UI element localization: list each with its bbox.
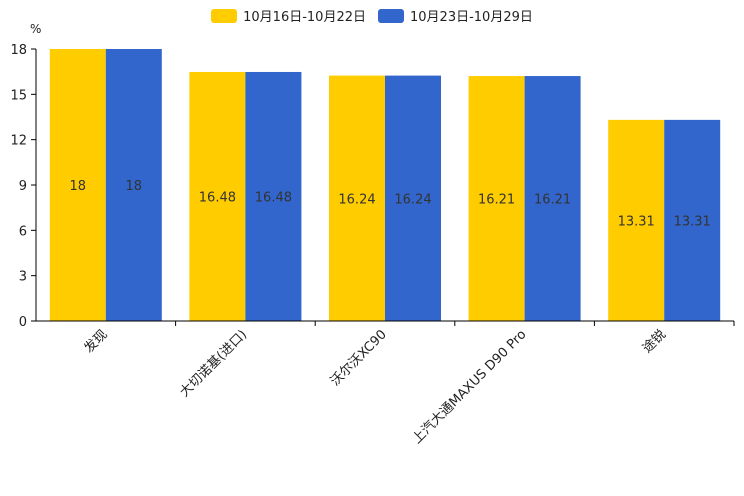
- data-label-1-1: 18: [70, 179, 87, 194]
- legend-label-series-1: 10月16日-10月22日: [243, 10, 366, 25]
- legend-item-series-2[interactable]: 10月23日-10月29日: [378, 6, 533, 25]
- legend-item-series-1[interactable]: 10月16日-10月22日: [211, 6, 366, 25]
- bar-1-3[interactable]: [329, 75, 385, 322]
- bar-2-3[interactable]: [385, 75, 441, 322]
- y-tick-label-4: 12: [10, 134, 27, 149]
- data-label-2-5: 13.31: [674, 214, 711, 229]
- bar-2-2[interactable]: [245, 71, 302, 321]
- bar-2-1[interactable]: [105, 49, 162, 321]
- data-label-2-3: 16.24: [394, 192, 431, 207]
- legend-swatch-series-1: [211, 8, 238, 23]
- x-tick-label-2: 大切诺基(进口): [177, 327, 250, 400]
- bar-1-1[interactable]: [49, 49, 106, 321]
- legend-label-series-2: 10月23日-10月29日: [410, 10, 533, 25]
- data-label-2-2: 16.48: [255, 190, 292, 205]
- y-axis-unit: %: [30, 22, 41, 36]
- data-label-1-2: 16.48: [199, 190, 236, 205]
- y-tick-label-2: 6: [19, 224, 27, 239]
- y-tick-label-0: 0: [19, 315, 27, 330]
- bar-1-5[interactable]: [608, 119, 665, 321]
- data-label-1-3: 16.24: [338, 192, 375, 207]
- legend-swatch-series-2: [378, 8, 404, 23]
- y-tick-label-3: 9: [19, 179, 27, 194]
- y-tick-label-6: 18: [10, 43, 27, 58]
- bar-1-4[interactable]: [468, 76, 525, 321]
- data-label-2-1: 18: [126, 179, 143, 194]
- bars-group: 18 18 16.48 16.48 16.24 16.24 16.21 16.21 13.31 1…: [49, 49, 721, 322]
- data-label-1-5: 13.31: [618, 214, 655, 229]
- data-label-1-4: 16.21: [478, 193, 515, 208]
- y-tick-label-1: 3: [19, 270, 27, 285]
- x-tick-label-1: 发现: [81, 327, 111, 357]
- legend: 10月16日-10月22日 10月23日-10月29日: [0, 6, 744, 25]
- x-tick-label-3: 沃尔沃XC90: [328, 327, 390, 389]
- bar-1-2[interactable]: [189, 71, 246, 321]
- bar-2-4[interactable]: [524, 76, 581, 321]
- data-label-2-4: 16.21: [534, 193, 571, 208]
- x-tick-label-5: 途锐: [639, 327, 669, 357]
- y-tick-label-5: 15: [10, 88, 27, 103]
- bar-2-5[interactable]: [664, 119, 721, 321]
- x-tick-label-4: 上汽大通MAXUS D90 Pro: [410, 327, 530, 447]
